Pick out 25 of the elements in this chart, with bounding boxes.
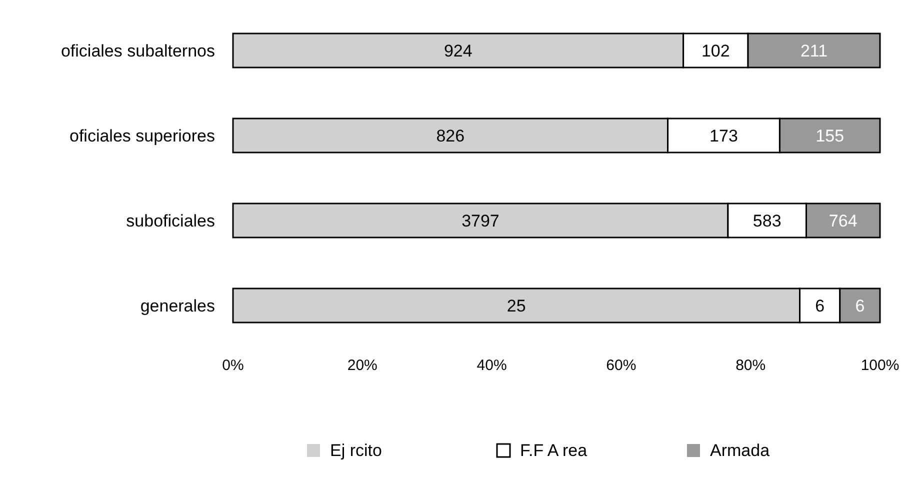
legend-label: Ej rcito (330, 440, 382, 460)
annotation: 583 (752, 211, 782, 230)
x-tick-label: 100% (860, 357, 900, 374)
annotation: 102 (701, 41, 730, 60)
legend-label: Armada (710, 440, 770, 460)
x-tick-label: 0% (222, 357, 244, 374)
x-tick-label: 60% (606, 357, 636, 374)
annotation: 3797 (462, 211, 500, 230)
annotation: 155 (816, 126, 844, 146)
x-tick-label: 80% (736, 357, 766, 374)
y-tick-label: suboficiales (126, 211, 215, 230)
annotation: 826 (436, 126, 465, 146)
annotation: 211 (800, 41, 828, 60)
annotation: 6 (855, 296, 865, 316)
annotation: 6 (815, 296, 825, 316)
legend-label: F.F A rea (520, 440, 588, 460)
y-tick-label: generales (140, 296, 215, 316)
x-tick-label: 20% (347, 357, 378, 374)
annotation: 924 (444, 41, 472, 60)
annotation: 764 (828, 211, 858, 230)
annotation: 25 (506, 296, 526, 316)
x-tick-label: 40% (476, 357, 507, 374)
annotation: 173 (710, 126, 738, 146)
y-tick-label: oficiales superiores (69, 126, 215, 146)
y-tick-label: oficiales subalternos (60, 41, 215, 60)
